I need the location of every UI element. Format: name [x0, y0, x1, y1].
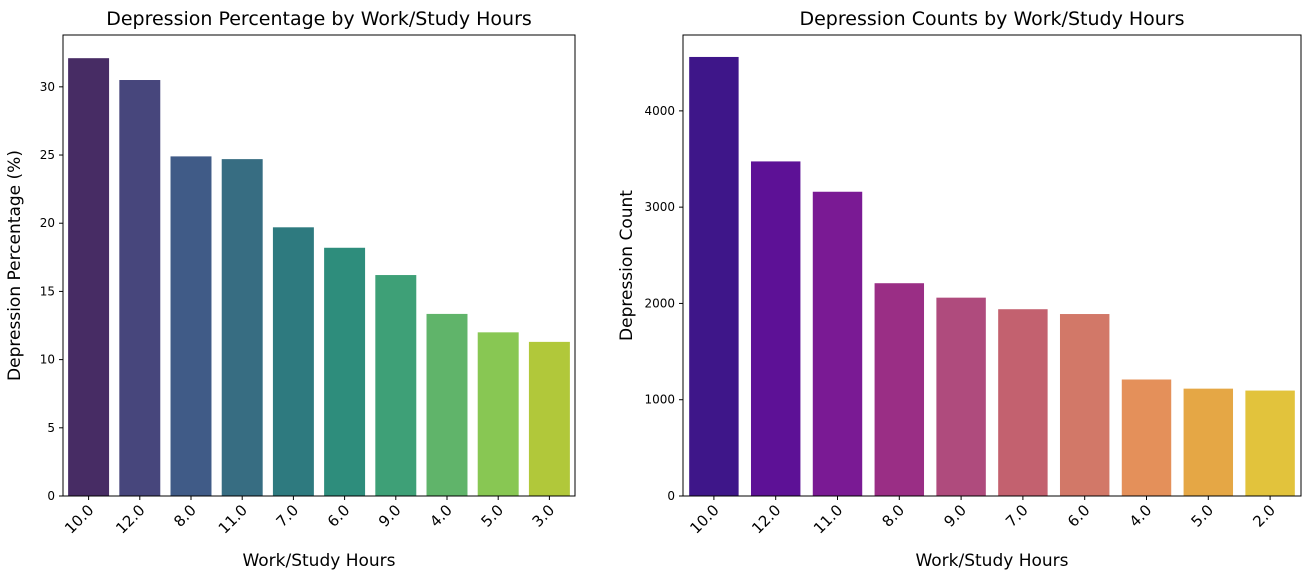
bar-6.0: [1059, 314, 1110, 496]
x-tick-label: 4.0: [426, 501, 456, 531]
bar-4.0: [1121, 379, 1172, 496]
bar-2.0: [1245, 390, 1295, 496]
x-tick-label: 12.0: [112, 501, 148, 537]
bar-9.0: [936, 297, 986, 496]
y-tick-label: 0: [667, 489, 675, 503]
bar-5.0: [1183, 388, 1234, 496]
x-tick-label: 7.0: [1002, 501, 1032, 531]
bar-5.0: [477, 332, 519, 496]
y-tick-label: 5: [47, 421, 55, 435]
x-tick-label: 8.0: [170, 501, 200, 531]
x-tick-label: 6.0: [1064, 501, 1094, 531]
y-tick-label: 0: [47, 489, 55, 503]
y-axis-ticks: 0 1000 2000 3000 4000: [644, 104, 683, 503]
chart-title: Depression Counts by Work/Study Hours: [799, 8, 1184, 30]
y-tick-label: 15: [40, 284, 55, 298]
x-tick-label: 10.0: [686, 501, 722, 537]
x-tick-label: 9.0: [375, 501, 405, 531]
y-tick-label: 1000: [644, 393, 675, 407]
bar-4.0: [426, 313, 468, 496]
bars: [68, 58, 570, 496]
x-tick-label: 9.0: [940, 501, 970, 531]
y-tick-label: 4000: [644, 104, 675, 118]
x-axis-label: Work/Study Hours: [242, 551, 395, 571]
y-tick-label: 30: [40, 80, 55, 94]
y-tick-label: 2000: [644, 296, 675, 310]
bar-6.0: [324, 247, 366, 496]
x-tick-label: 6.0: [324, 501, 354, 531]
plot-area-frame: [682, 34, 1302, 497]
y-axis-ticks: 0 5 10 15 20 25 30: [40, 80, 63, 503]
bar-8.0: [170, 156, 212, 496]
x-axis-label: Work/Study Hours: [915, 551, 1068, 571]
chart-title: Depression Percentage by Work/Study Hour…: [106, 8, 532, 30]
bar-11.0: [812, 191, 863, 497]
x-tick-label: 11.0: [215, 501, 251, 537]
x-tick-label: 8.0: [879, 501, 909, 531]
bar-8.0: [874, 283, 925, 496]
bar-3.0: [528, 341, 570, 496]
y-tick-label: 25: [40, 148, 55, 162]
x-tick-label: 7.0: [273, 501, 303, 531]
x-tick-label: 4.0: [1126, 501, 1156, 531]
x-tick-label: 10.0: [61, 501, 97, 537]
percentage-chart: Depression Percentage by Work/Study Hour…: [5, 8, 576, 571]
x-tick-label: 5.0: [1188, 501, 1218, 531]
bar-7.0: [272, 227, 314, 496]
x-tick-label: 11.0: [810, 501, 846, 537]
counts-chart: Depression Counts by Work/Study Hours 01…: [617, 8, 1302, 571]
y-axis-label: Depression Percentage (%): [5, 150, 25, 381]
x-axis-ticks: 10.0 12.0 11.0 8.0 9.0 7.0 6.0 4.0 5.0 2.0: [686, 496, 1279, 537]
bar-9.0: [375, 275, 417, 496]
bar-11.0: [221, 159, 263, 496]
x-tick-label: 12.0: [748, 501, 784, 537]
bar-10.0: [68, 58, 110, 496]
x-axis-ticks: 10.0 12.0 8.0 11.0 7.0 6.0 9.0 4.0 5.0 3.0: [61, 496, 558, 537]
y-tick-label: 3000: [644, 200, 675, 214]
bar-10.0: [689, 56, 739, 496]
x-tick-label: 5.0: [477, 501, 507, 531]
x-tick-label: 3.0: [529, 501, 559, 531]
plot-area-frame: [62, 34, 576, 497]
bar-12.0: [119, 80, 161, 496]
bars: [689, 56, 1295, 497]
y-tick-label: 10: [40, 353, 55, 367]
bar-7.0: [998, 309, 1048, 496]
bar-12.0: [750, 161, 801, 496]
y-axis-label: Depression Count: [617, 190, 637, 341]
y-tick-label: 20: [40, 216, 55, 230]
x-tick-label: 2.0: [1249, 501, 1279, 531]
